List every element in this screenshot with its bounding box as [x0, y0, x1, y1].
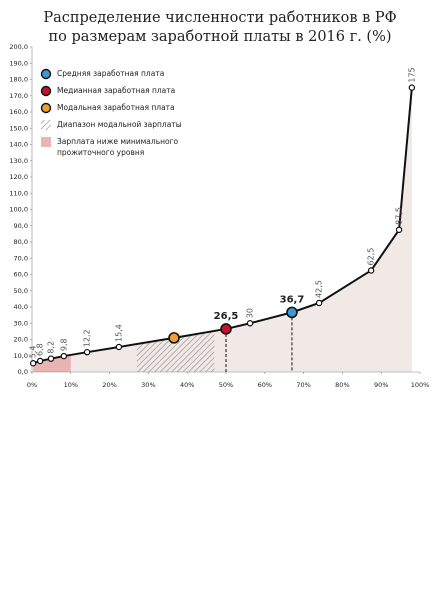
- point: [29, 360, 37, 367]
- legend-label: прожиточного уровня: [57, 148, 144, 157]
- x-tick-label: 60%: [258, 381, 272, 389]
- highlight-point: [168, 332, 180, 344]
- legend-dot: [40, 85, 52, 97]
- data-label: 5,4: [29, 345, 38, 358]
- y-tick-label: 150,0: [9, 124, 28, 132]
- point: [367, 267, 375, 274]
- highlight-point: [286, 306, 298, 319]
- legend-swatch: [41, 137, 51, 147]
- y-tick-label: 40,0: [14, 303, 28, 311]
- highlight-point: [220, 323, 232, 335]
- y-tick-label: 90,0: [14, 222, 28, 230]
- y-tick-label: 180,0: [9, 76, 28, 84]
- data-label: 6,8: [36, 343, 45, 356]
- data-label: 26,5: [214, 311, 239, 322]
- legend-label: Средняя заработная плата: [57, 69, 164, 78]
- point: [315, 299, 323, 307]
- legend-label: Зарплата ниже минимального: [57, 137, 179, 146]
- chart-title: Распределение численности работников в Р…: [43, 10, 396, 26]
- point: [83, 348, 91, 356]
- y-tick-label: 190,0: [9, 59, 28, 67]
- x-tick-label: 10%: [64, 381, 78, 389]
- point: [36, 357, 44, 365]
- data-label: 8,2: [47, 341, 56, 354]
- data-label: 62,5: [367, 248, 376, 266]
- data-label: 30: [246, 308, 255, 318]
- data-label: 87,5: [395, 207, 404, 225]
- x-tick-label: 80%: [335, 381, 349, 389]
- y-tick-label: 130,0: [9, 157, 28, 165]
- data-label: 12,2: [83, 329, 92, 347]
- point: [408, 84, 416, 91]
- x-tick-label: 100%: [411, 381, 430, 389]
- y-tick-label: 60,0: [14, 271, 28, 279]
- y-tick-label: 200,0: [9, 43, 28, 51]
- x-tick-label: 90%: [374, 381, 388, 389]
- y-tick-label: 120,0: [9, 173, 28, 181]
- point: [115, 343, 123, 351]
- area: [33, 87, 412, 372]
- point: [60, 352, 68, 360]
- legend-hatch: [41, 120, 51, 130]
- point: [395, 226, 403, 234]
- y-tick-label: 170,0: [9, 92, 28, 100]
- data-label: 15,4: [114, 324, 123, 342]
- y-tick-label: 50,0: [14, 287, 28, 295]
- legend-label: Медианная заработная плата: [57, 86, 175, 95]
- min-wage-area: [33, 354, 71, 372]
- x-tick-label: 40%: [180, 381, 194, 389]
- legend-label: Диапазон модальной зарплаты: [57, 120, 182, 129]
- data-label: 9,8: [59, 338, 68, 351]
- legend-dot: [40, 68, 52, 80]
- y-tick-label: 140,0: [9, 141, 28, 149]
- x-tick-label: 30%: [141, 381, 155, 389]
- x-tick-label: 0%: [27, 381, 37, 389]
- point: [47, 355, 55, 362]
- legend-label: Модальная заработная плата: [57, 103, 175, 112]
- x-tick-label: 20%: [102, 381, 116, 389]
- data-label: 175: [407, 67, 416, 82]
- x-tick-label: 50%: [219, 381, 233, 389]
- y-tick-label: 70,0: [14, 254, 28, 262]
- data-label: 42,5: [315, 280, 324, 298]
- y-tick-label: 20,0: [14, 336, 28, 344]
- legend-dot: [40, 102, 52, 114]
- y-tick-label: 100,0: [9, 206, 28, 214]
- x-tick-label: 70%: [296, 381, 310, 389]
- data-label: 36,7: [280, 294, 305, 305]
- y-tick-label: 10,0: [14, 352, 28, 360]
- y-tick-label: 110,0: [9, 189, 28, 197]
- point: [246, 320, 254, 327]
- y-tick-label: 160,0: [9, 108, 28, 116]
- y-tick-label: 30,0: [14, 319, 28, 327]
- y-tick-label: 80,0: [14, 238, 28, 246]
- y-tick-label: 0,0: [18, 368, 28, 376]
- chart-title: по размерам заработной платы в 2016 г. (…: [48, 29, 391, 45]
